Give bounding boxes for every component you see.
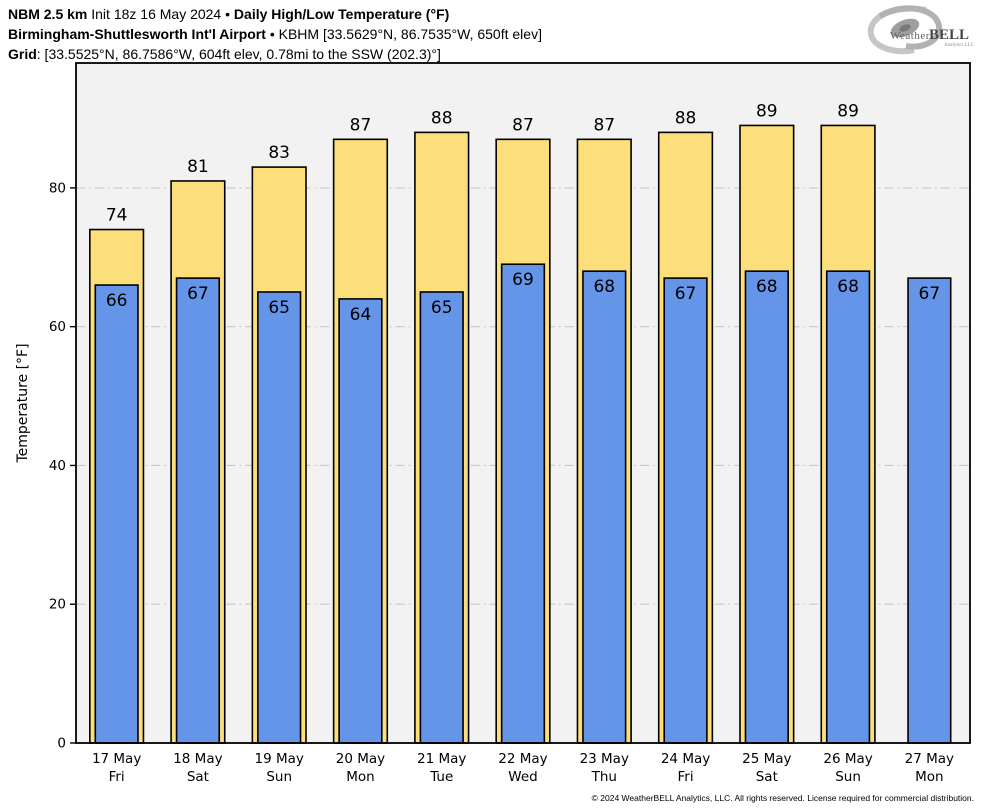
header-line-3: Grid: [33.5525°N, 86.7586°W, 604ft elev,…	[8, 44, 542, 64]
x-tick-date-label: 25 May	[742, 751, 791, 767]
logo-subtitle: Analytics LLC	[944, 43, 975, 48]
x-tick-date-label: 20 May	[336, 751, 385, 767]
y-tick-label: 40	[49, 458, 66, 474]
separator-dot: •	[269, 26, 275, 42]
model-name: NBM 2.5 km	[8, 6, 88, 22]
x-tick-date-label: 26 May	[823, 751, 872, 767]
low-bar	[419, 291, 464, 744]
x-tick-day-label: Sun	[266, 769, 292, 785]
x-tick-day-label: Fri	[677, 769, 693, 785]
low-value-label: 69	[512, 270, 534, 290]
logo-name-regular: Weather	[890, 30, 930, 42]
x-tick-date-label: 18 May	[173, 751, 222, 767]
low-value-label: 64	[350, 305, 372, 325]
init-time: Init 18z 16 May 2024	[91, 6, 222, 22]
x-tick-day-label: Sat	[756, 769, 778, 785]
low-value-label: 67	[675, 284, 697, 304]
logo-swirl-icon	[867, 5, 943, 55]
high-value-label: 89	[756, 101, 778, 121]
x-tick-day-label: Fri	[109, 769, 125, 785]
y-axis-title: Temperature [°F]	[15, 343, 31, 463]
separator-dot: •	[225, 6, 231, 22]
x-tick-date-label: 22 May	[498, 751, 547, 767]
low-value-label: 68	[593, 277, 615, 297]
x-tick-day-label: Tue	[429, 769, 453, 785]
x-tick-date-label: 21 May	[417, 751, 466, 767]
high-value-label: 88	[431, 108, 453, 128]
low-value-label: 65	[268, 298, 290, 318]
low-bar	[907, 277, 952, 744]
low-bar	[582, 270, 627, 744]
grid-details: : [33.5525°N, 86.7586°W, 604ft elev, 0.7…	[36, 46, 441, 62]
plot-border	[75, 62, 971, 744]
low-bar	[663, 277, 708, 744]
x-tick-day-label: Sat	[187, 769, 209, 785]
header-line-1: NBM 2.5 km Init 18z 16 May 2024 • Daily …	[8, 4, 542, 24]
low-value-label: 67	[187, 284, 209, 304]
low-value-label: 68	[756, 277, 778, 297]
logo-name-bold: BELL	[929, 27, 969, 43]
x-tick-day-label: Mon	[346, 769, 374, 785]
station-name: Birmingham-Shuttlesworth Int'l Airport	[8, 26, 266, 42]
x-tick-day-label: Thu	[591, 769, 617, 785]
x-tick-date-label: 19 May	[254, 751, 303, 767]
high-value-label: 88	[675, 108, 697, 128]
chart-title: Daily High/Low Temperature (°F)	[233, 6, 450, 22]
x-tick-date-label: 24 May	[661, 751, 710, 767]
copyright-notice: © 2024 WeatherBELL Analytics, LLC. All r…	[591, 793, 974, 803]
high-value-label: 87	[512, 115, 534, 135]
low-value-label: 68	[837, 277, 859, 297]
x-tick-date-label: 23 May	[580, 751, 629, 767]
x-tick-date-label: 17 May	[92, 751, 141, 767]
low-bar	[338, 298, 383, 744]
x-tick-date-label: 27 May	[905, 751, 954, 767]
x-tick-day-label: Mon	[915, 769, 943, 785]
y-tick-label: 60	[49, 319, 66, 335]
low-bar	[500, 263, 546, 744]
low-value-label: 67	[919, 284, 941, 304]
header-line-2: Birmingham-Shuttlesworth Int'l Airport •…	[8, 24, 542, 44]
y-tick-label: 20	[49, 597, 66, 613]
high-value-label: 83	[268, 143, 290, 163]
y-tick-label: 0	[57, 736, 66, 752]
high-value-label: 74	[106, 206, 128, 226]
x-tick-day-label: Wed	[508, 769, 537, 785]
low-bar	[744, 270, 789, 744]
x-tick-day-label: Sun	[835, 769, 861, 785]
grid-label: Grid	[8, 46, 37, 62]
high-value-label: 89	[837, 101, 859, 121]
low-value-label: 65	[431, 298, 453, 318]
low-value-label: 66	[106, 291, 128, 311]
high-value-label: 81	[187, 157, 209, 177]
station-details: KBHM [33.5629°N, 86.7535°W, 650ft elev]	[278, 26, 542, 42]
low-bar	[175, 277, 221, 744]
chart-header: NBM 2.5 km Init 18z 16 May 2024 • Daily …	[8, 4, 542, 64]
y-tick-label: 80	[49, 180, 66, 196]
low-bar	[94, 284, 139, 744]
weatherbell-logo: Weather BELL Analytics LLC	[867, 5, 975, 55]
low-bar	[825, 270, 871, 744]
low-bar	[257, 291, 302, 744]
high-value-label: 87	[593, 115, 615, 135]
high-value-label: 87	[350, 115, 372, 135]
